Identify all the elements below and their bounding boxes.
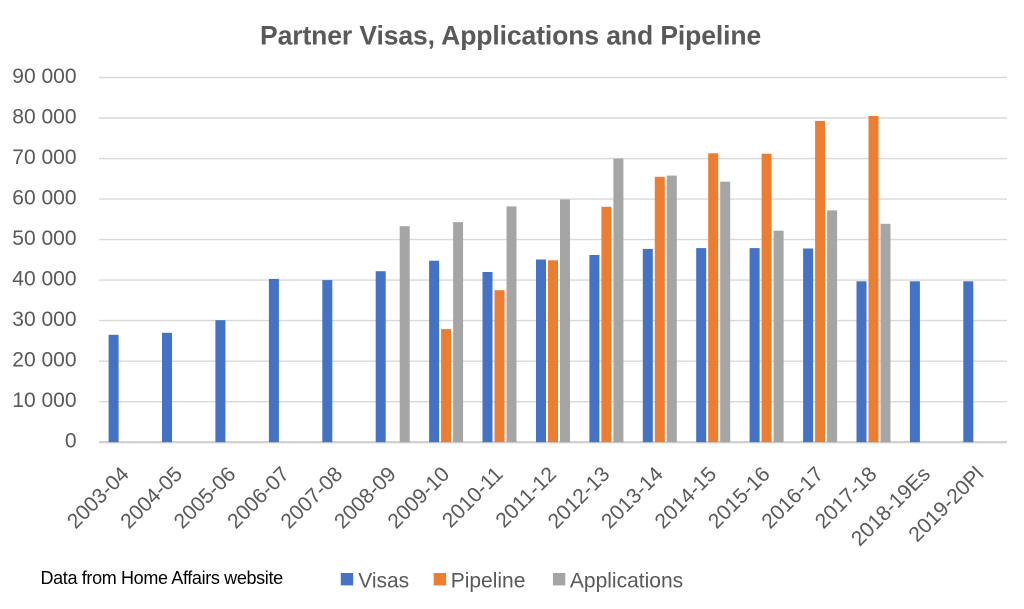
svg-text:60 000: 60 000 [12, 187, 76, 210]
svg-text:40 000: 40 000 [12, 268, 76, 291]
svg-text:30 000: 30 000 [12, 308, 76, 331]
svg-text:Data from Home Affairs website: Data from Home Affairs website [41, 568, 284, 588]
svg-text:Applications: Applications [570, 570, 683, 593]
svg-text:Pipeline: Pipeline [451, 570, 526, 593]
svg-text:0: 0 [65, 430, 77, 453]
svg-text:80 000: 80 000 [12, 105, 76, 128]
svg-text:Partner Visas, Applications an: Partner Visas, Applications and Pipeline [260, 20, 761, 50]
svg-text:70 000: 70 000 [12, 146, 76, 169]
svg-text:50 000: 50 000 [12, 227, 76, 250]
svg-text:20 000: 20 000 [12, 349, 76, 372]
svg-text:90 000: 90 000 [12, 65, 76, 88]
svg-text:Visas: Visas [358, 570, 409, 593]
svg-text:10 000: 10 000 [12, 389, 76, 412]
